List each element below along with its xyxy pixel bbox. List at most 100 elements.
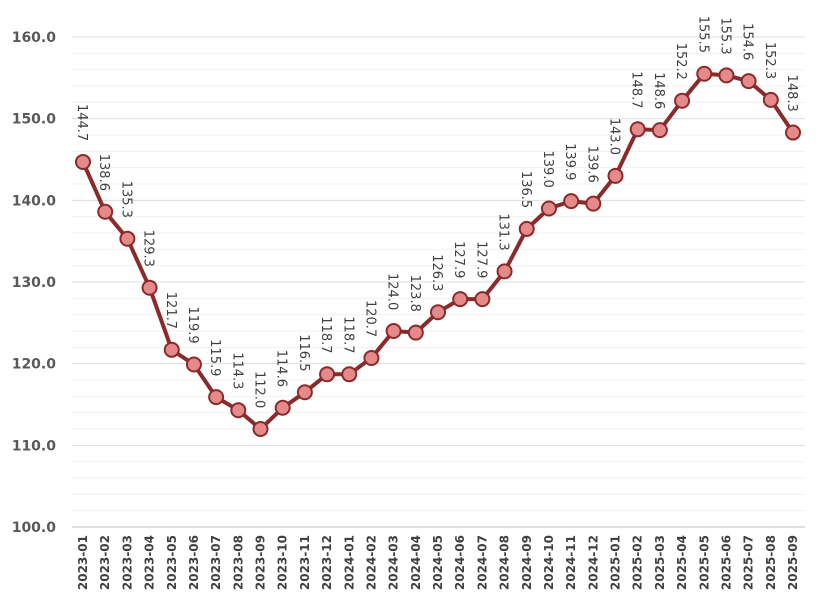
x-axis-tick-labels: 2023-01 2023-02 2023-03 2023-04 2023-05 2023-…: [76, 535, 800, 590]
data-label: 127.9: [451, 241, 466, 278]
data-point: [740, 73, 757, 90]
data-label: 127.9: [473, 241, 488, 278]
data-point: [629, 121, 646, 138]
y-tick-label: 160.0: [12, 30, 57, 46]
data-label: 129.3: [141, 230, 156, 267]
data-label: 139.0: [540, 151, 555, 188]
data-label: 155.5: [695, 16, 710, 53]
x-tick-label: 2024-09: [520, 535, 534, 590]
x-tick-label: 2024-03: [387, 535, 401, 590]
data-label: 148.6: [651, 72, 666, 109]
data-label: 154.6: [740, 23, 755, 60]
data-point: [674, 92, 691, 109]
data-label: 124.0: [385, 273, 400, 310]
data-markers: [75, 65, 801, 437]
data-label: 139.9: [562, 143, 577, 180]
data-point: [762, 91, 779, 108]
data-point: [785, 124, 801, 141]
x-tick-label: 2023-10: [276, 535, 290, 590]
data-point: [296, 384, 313, 401]
data-label: 136.5: [518, 171, 533, 208]
data-point: [607, 167, 624, 184]
data-point: [119, 230, 136, 247]
y-tick-label: 150.0: [12, 112, 57, 128]
y-tick-label: 130.0: [12, 275, 57, 291]
x-tick-label: 2024-10: [542, 535, 556, 590]
y-tick-label: 110.0: [12, 438, 57, 454]
x-tick-label: 2024-05: [431, 535, 445, 590]
data-point: [319, 366, 336, 383]
x-tick-label: 2024-04: [409, 535, 423, 590]
x-tick-label: 2025-09: [786, 535, 800, 590]
data-label: 115.9: [207, 339, 222, 376]
data-label: 139.6: [584, 146, 599, 183]
x-tick-label: 2024-12: [586, 535, 600, 590]
data-label: 118.7: [340, 316, 355, 353]
y-tick-label: 140.0: [12, 193, 57, 209]
y-tick-label: 120.0: [12, 357, 57, 373]
data-point: [97, 203, 114, 220]
data-point: [474, 291, 491, 308]
x-tick-label: 2024-06: [453, 535, 467, 590]
x-tick-label: 2023-01: [76, 535, 90, 590]
data-point: [585, 195, 602, 212]
x-tick-label: 2025-04: [675, 535, 689, 590]
data-label: 120.7: [362, 300, 377, 337]
x-tick-label: 2024-02: [364, 535, 378, 590]
x-tick-label: 2023-08: [231, 535, 245, 590]
data-point: [518, 220, 535, 237]
data-point: [252, 421, 269, 437]
data-label: 144.7: [74, 104, 89, 141]
data-label: 119.9: [185, 306, 200, 343]
x-tick-label: 2023-04: [143, 535, 157, 590]
x-tick-label: 2025-02: [631, 535, 645, 590]
data-label: 135.3: [118, 181, 133, 218]
x-tick-label: 2025-08: [764, 535, 778, 590]
data-label: 138.6: [96, 154, 111, 191]
x-tick-label: 2024-08: [498, 535, 512, 590]
data-point: [75, 153, 91, 170]
data-point: [452, 291, 469, 308]
data-label: 123.8: [407, 275, 422, 312]
data-labels: 144.7 138.6 135.3 129.3 121.7 119.9 115.9 114.3…: [74, 16, 799, 408]
x-tick-label: 2023-11: [298, 535, 312, 590]
data-label: 143.0: [607, 118, 622, 155]
x-tick-label: 2023-03: [120, 535, 134, 590]
x-tick-label: 2025-03: [653, 535, 667, 590]
x-tick-label: 2025-01: [609, 535, 623, 590]
data-point: [230, 402, 247, 419]
data-point: [141, 279, 158, 296]
data-label: 148.3: [784, 75, 799, 112]
data-point: [496, 263, 513, 280]
x-tick-label: 2024-01: [342, 535, 356, 590]
data-label: 118.7: [318, 316, 333, 353]
data-label: 126.3: [429, 254, 444, 291]
data-point: [363, 349, 380, 366]
data-label: 155.3: [717, 17, 732, 54]
data-label: 114.3: [229, 352, 244, 389]
data-point: [208, 389, 225, 406]
data-point: [185, 356, 202, 373]
data-point: [430, 304, 446, 321]
x-tick-label: 2023-09: [254, 535, 268, 590]
data-point: [341, 366, 358, 383]
x-tick-label: 2023-02: [98, 535, 112, 590]
data-point: [540, 200, 557, 217]
data-point: [407, 324, 424, 341]
x-tick-label: 2023-12: [320, 535, 334, 590]
data-point: [563, 193, 580, 210]
data-label: 114.6: [274, 350, 289, 387]
data-label: 131.3: [496, 213, 511, 250]
data-point: [274, 399, 291, 416]
y-tick-label: 100.0: [12, 520, 57, 536]
data-label: 116.5: [296, 334, 311, 371]
data-label: 152.3: [762, 42, 777, 79]
x-tick-label: 2025-05: [697, 535, 711, 590]
x-tick-label: 2023-07: [209, 535, 223, 590]
data-label: 121.7: [163, 292, 178, 329]
data-point: [385, 323, 402, 339]
data-label: 112.0: [252, 371, 267, 408]
x-tick-label: 2025-07: [742, 535, 756, 590]
x-tick-label: 2023-06: [187, 535, 201, 590]
